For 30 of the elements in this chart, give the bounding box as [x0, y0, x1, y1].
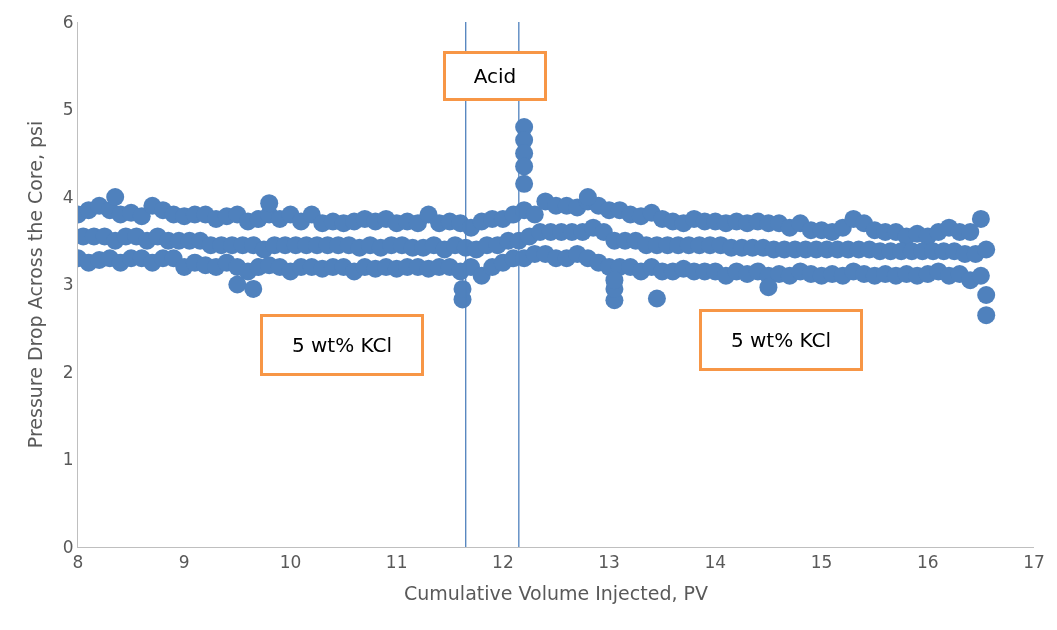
x-tick-label: 9 — [178, 552, 190, 573]
point — [515, 174, 534, 193]
x-tick-label: 10 — [279, 552, 302, 573]
x-tick-label: 14 — [704, 552, 727, 573]
point — [647, 289, 666, 308]
x-tick-label: 8 — [72, 552, 84, 573]
y-tick-label: 1 — [62, 449, 74, 470]
y-tick-label: 5 — [62, 99, 74, 120]
point — [106, 188, 125, 206]
x-tick-label: 11 — [385, 552, 408, 573]
y-axis-title: Pressure Drop Across the Core, psi — [23, 120, 46, 449]
y-tick-label: 6 — [62, 11, 74, 32]
y-tick-label: 2 — [62, 361, 74, 382]
annotation: Acid — [473, 64, 517, 88]
annotation: 5 wt% KCl — [730, 328, 832, 352]
point — [515, 157, 534, 176]
point — [228, 275, 247, 294]
y-tick-label: 0 — [62, 536, 74, 557]
y-tick-label: 3 — [62, 274, 74, 295]
x-tick-label: 12 — [492, 552, 514, 573]
x-tick-label: 16 — [916, 552, 939, 573]
y-tick-label: 4 — [62, 186, 74, 207]
annotation: 5 wt% KCl — [291, 333, 393, 357]
x-tick-label: 17 — [1023, 552, 1045, 573]
x-axis-title: Cumulative Volume Injected, PV — [404, 582, 708, 605]
x-tick-label: 13 — [598, 552, 620, 573]
point — [244, 279, 263, 298]
point — [977, 286, 996, 304]
x-tick-label: 15 — [810, 552, 833, 573]
point — [977, 306, 996, 325]
